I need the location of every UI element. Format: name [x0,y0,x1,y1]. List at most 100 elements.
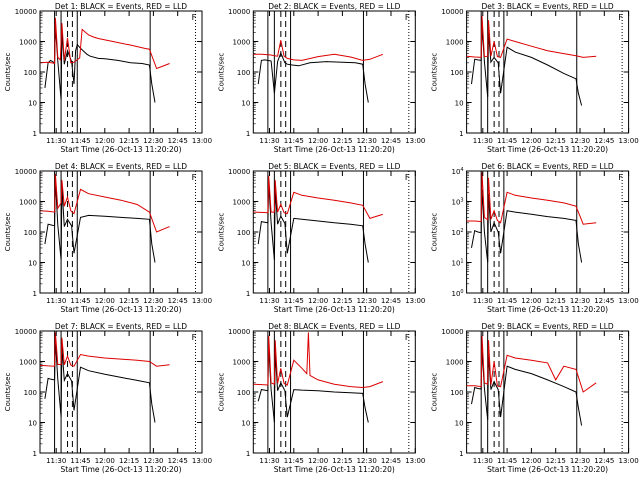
x-tick-label: 12:45 [168,137,188,145]
events-series-line [44,340,156,423]
x-axis-label: Start Time (26-Oct-13 11:20:20) [60,465,181,474]
x-tick-label: 12:45 [594,297,614,305]
x-tick-label: 12:30 [143,137,163,145]
y-tick-label: 100 [237,69,250,77]
y-tick-label: 10 [28,260,37,268]
y-tick-label: 10 [28,420,37,428]
x-tick-label: 11:45 [70,297,90,305]
y-tick-label: 1 [459,450,463,458]
plot-frame [39,170,203,294]
y-tick-label: 100 [24,389,37,397]
lld-series-line [466,172,597,225]
plot-frame [466,330,630,454]
x-tick-label: 12:45 [381,297,401,305]
y-tick-label: 10 [28,100,37,108]
plot-frame [252,10,416,134]
x-axis-label: Start Time (26-Oct-13 11:20:20) [60,305,181,314]
y-tick-label: 104 [451,167,463,176]
lld-series-line [40,17,170,70]
marker-label: F [192,13,197,22]
x-axis-label: Start Time (26-Oct-13 11:20:20) [487,305,608,314]
x-tick-label: 11:30 [473,137,493,145]
x-tick-label: 12:00 [95,457,115,465]
y-tick-label: 10000 [441,328,463,336]
panel-title: Det 5: BLACK = Events, RED = LLD [268,162,400,171]
x-tick-label: 11:30 [46,137,66,145]
x-tick-label: 12:15 [546,297,566,305]
x-tick-label: 12:30 [357,297,377,305]
plot-frame [39,330,203,454]
x-tick-label: 12:15 [332,137,352,145]
x-tick-label: 12:15 [119,137,139,145]
y-tick-label: 1 [33,290,37,298]
x-tick-label: 12:30 [357,457,377,465]
x-tick-label: 12:00 [95,297,115,305]
x-tick-label: 12:15 [119,457,139,465]
x-tick-label: 11:45 [70,137,90,145]
y-axis-label: Counts/sec [217,53,225,92]
y-tick-label: 100 [24,229,37,237]
panel-title: Det 4: BLACK = Events, RED = LLD [55,162,187,171]
x-tick-label: 12:15 [546,457,566,465]
x-tick-label: 11:45 [284,297,304,305]
y-tick-label: 1 [246,290,250,298]
panel-det-7: Det 7: BLACK = Events, RED = LLD F 1 10 100 1… [4,322,212,474]
marker-label: F [618,333,623,342]
events-series-line [257,51,369,103]
x-tick-label: 11:30 [259,297,279,305]
events-series-line [44,180,156,263]
events-series-line [257,183,369,263]
lld-series-line [40,332,170,367]
x-tick-label: 13:00 [405,137,425,145]
x-tick-label: 11:45 [497,457,517,465]
y-tick-label: 1000 [232,359,250,367]
y-axis-label: Counts/sec [431,213,439,252]
y-axis-label: Counts/sec [431,53,439,92]
y-tick-label: 10000 [228,168,250,176]
y-tick-label: 100 [450,69,463,77]
y-tick-label: 10000 [228,8,250,16]
y-tick-label: 10000 [228,328,250,336]
panel-det-4: Det 4: BLACK = Events, RED = LLD F 1 10 100 1… [4,162,212,314]
x-tick-label: 12:15 [546,137,566,145]
y-tick-label: 1 [246,130,250,138]
x-tick-label: 12:30 [570,457,590,465]
x-tick-label: 12:30 [143,457,163,465]
x-tick-label: 13:00 [192,457,212,465]
y-tick-label: 1 [459,130,463,138]
marker-label: F [618,13,623,22]
panel-det-1: Det 1: BLACK = Events, RED = LLD F 1 10 100 1… [4,2,212,154]
y-axis-label: Counts/sec [431,373,439,412]
lld-series-line [40,173,170,233]
x-axis-label: Start Time (26-Oct-13 11:20:20) [60,145,181,154]
panel-title: Det 6: BLACK = Events, RED = LLD [482,162,614,171]
panel-title: Det 7: BLACK = Events, RED = LLD [55,322,187,331]
x-tick-label: 11:30 [259,137,279,145]
x-tick-label: 12:00 [521,457,541,465]
y-tick-label: 1000 [232,39,250,47]
y-tick-label: 100 [24,69,37,77]
y-tick-label: 102 [451,228,463,237]
x-axis-label: Start Time (26-Oct-13 11:20:20) [487,465,608,474]
x-tick-label: 12:00 [308,297,328,305]
x-tick-label: 13:00 [405,457,425,465]
x-tick-label: 11:30 [473,297,493,305]
x-axis-label: Start Time (26-Oct-13 11:20:20) [274,145,395,154]
y-tick-label: 1000 [19,359,37,367]
y-tick-label: 100 [451,289,463,298]
plot-frame [252,170,416,294]
x-tick-label: 11:45 [284,457,304,465]
x-tick-label: 11:30 [46,457,66,465]
y-tick-label: 1000 [19,199,37,207]
y-tick-label: 10 [241,260,250,268]
panel-title: Det 3: BLACK = Events, RED = LLD [482,2,614,11]
lld-series-line [253,175,384,220]
panel-det-2: Det 2: BLACK = Events, RED = LLD F 1 10 100 1… [217,2,425,154]
plot-frame [39,10,203,134]
x-tick-label: 13:00 [405,297,425,305]
x-tick-label: 12:30 [357,137,377,145]
x-tick-label: 13:00 [192,137,212,145]
y-tick-label: 10 [241,420,250,428]
y-tick-label: 10 [455,420,464,428]
y-tick-label: 10000 [15,328,37,336]
